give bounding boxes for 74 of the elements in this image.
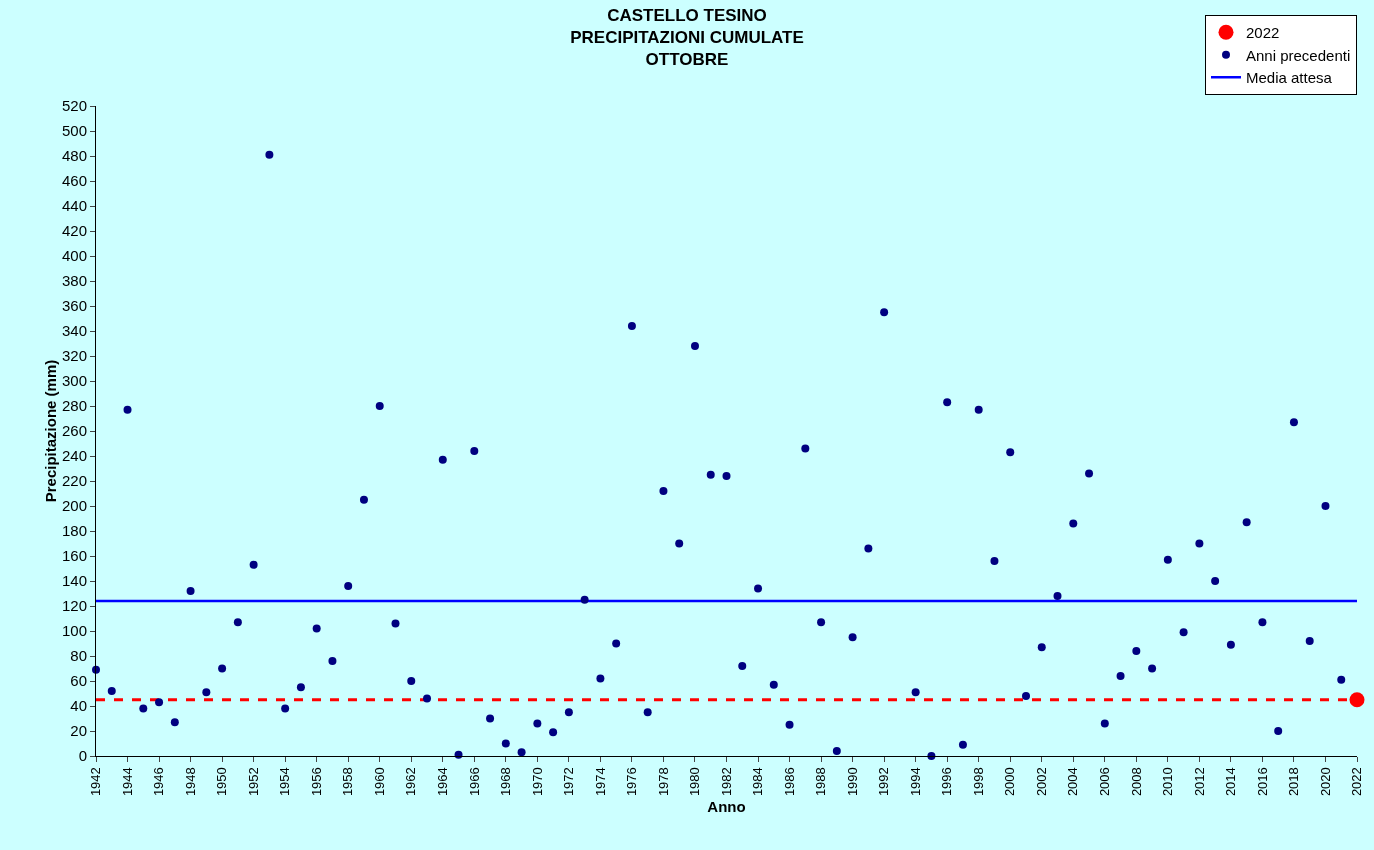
x-tick-label: 1944 xyxy=(119,767,135,797)
y-tick-label: 20 xyxy=(70,722,87,740)
x-tick-label: 2020 xyxy=(1317,767,1333,797)
x-tick-label: 2014 xyxy=(1223,767,1239,797)
x-tick-label: 2010 xyxy=(1160,767,1176,797)
y-tick-label: 160 xyxy=(61,547,87,565)
y-tick-label: 80 xyxy=(70,647,87,665)
x-tick-label: 1958 xyxy=(340,767,356,797)
x-tick-label: 1982 xyxy=(718,767,734,797)
x-tick-label: 1998 xyxy=(970,767,986,797)
y-tick-label: 500 xyxy=(61,122,87,140)
legend-label: Media attesa xyxy=(1246,69,1333,87)
y-tick-label: 480 xyxy=(61,147,87,165)
x-tick-label: 1974 xyxy=(592,767,608,797)
x-tick-label: 2004 xyxy=(1065,767,1081,797)
y-tick-label: 460 xyxy=(61,172,87,190)
x-tick-label: 1950 xyxy=(214,767,230,797)
chart-title: CASTELLO TESINO PRECIPITAZIONI CUMULATE OTTOBRE xyxy=(570,6,804,70)
x-tick-label: 2000 xyxy=(1002,767,1018,797)
y-tick-label: 40 xyxy=(70,697,87,715)
x-tick-label: 1946 xyxy=(151,767,167,797)
x-tick-label: 1990 xyxy=(844,767,860,797)
y-tick-label: 200 xyxy=(61,497,87,515)
x-tick-label: 1948 xyxy=(182,767,198,797)
x-tick-label: 1994 xyxy=(907,767,923,797)
y-tick-label: 60 xyxy=(70,672,87,690)
y-tick-label: 120 xyxy=(61,597,87,615)
y-tick-label: 440 xyxy=(61,197,87,215)
y-tick-label: 400 xyxy=(61,247,87,265)
x-tick-label: 1970 xyxy=(529,767,545,797)
x-tick-label: 1984 xyxy=(750,767,766,797)
x-tick-label: 2022 xyxy=(1349,767,1365,797)
x-axis-title: Anno xyxy=(707,798,746,816)
x-tick-label: 1992 xyxy=(876,767,892,797)
legend-label: Anni precedenti xyxy=(1246,46,1351,64)
x-tick-label: 2018 xyxy=(1286,767,1302,797)
x-tick-label: 2012 xyxy=(1191,767,1207,797)
x-tick-label: 1976 xyxy=(624,767,640,797)
y-tick-label: 420 xyxy=(61,222,87,240)
y-tick-label: 140 xyxy=(61,572,87,590)
y-tick-label: 260 xyxy=(61,422,87,440)
y-tick-label: 300 xyxy=(61,372,87,390)
x-tick-label: 1964 xyxy=(435,767,451,797)
x-tick-label: 1956 xyxy=(308,767,324,797)
x-tick-label: 1980 xyxy=(687,767,703,797)
y-tick-label: 280 xyxy=(61,397,87,415)
y-tick-label: 380 xyxy=(61,272,87,290)
y-tick-label: 100 xyxy=(61,622,87,640)
y-tick-label: 180 xyxy=(61,522,87,540)
y-axis-title: Precipitazione (mm) xyxy=(42,359,59,503)
y-tick-label: 360 xyxy=(61,297,87,315)
x-tick-label: 1960 xyxy=(371,767,387,797)
legend-label: 2022 xyxy=(1246,24,1280,42)
x-tick-label: 2008 xyxy=(1128,767,1144,797)
y-tick-label: 520 xyxy=(61,97,87,115)
x-tick-label: 1954 xyxy=(277,767,293,797)
y-tick-label: 240 xyxy=(61,447,87,465)
y-tick-label: 320 xyxy=(61,347,87,365)
x-tick-label: 1988 xyxy=(813,767,829,797)
y-tick-label: 220 xyxy=(61,472,87,490)
x-tick-label: 1996 xyxy=(939,767,955,797)
x-tick-label: 2006 xyxy=(1097,767,1113,797)
y-tick-label: 0 xyxy=(78,747,87,765)
x-tick-label: 1972 xyxy=(561,767,577,797)
x-tick-label: 1952 xyxy=(245,767,261,797)
x-tick-label: 1978 xyxy=(655,767,671,797)
x-tick-label: 2002 xyxy=(1033,767,1049,797)
x-tick-label: 1962 xyxy=(403,767,419,797)
x-tick-label: 2016 xyxy=(1254,767,1270,797)
x-tick-label: 1966 xyxy=(466,767,482,797)
x-tick-label: 1942 xyxy=(88,767,104,797)
y-tick-label: 340 xyxy=(61,322,87,340)
x-tick-label: 1968 xyxy=(498,767,514,797)
x-tick-label: 1986 xyxy=(781,767,797,797)
